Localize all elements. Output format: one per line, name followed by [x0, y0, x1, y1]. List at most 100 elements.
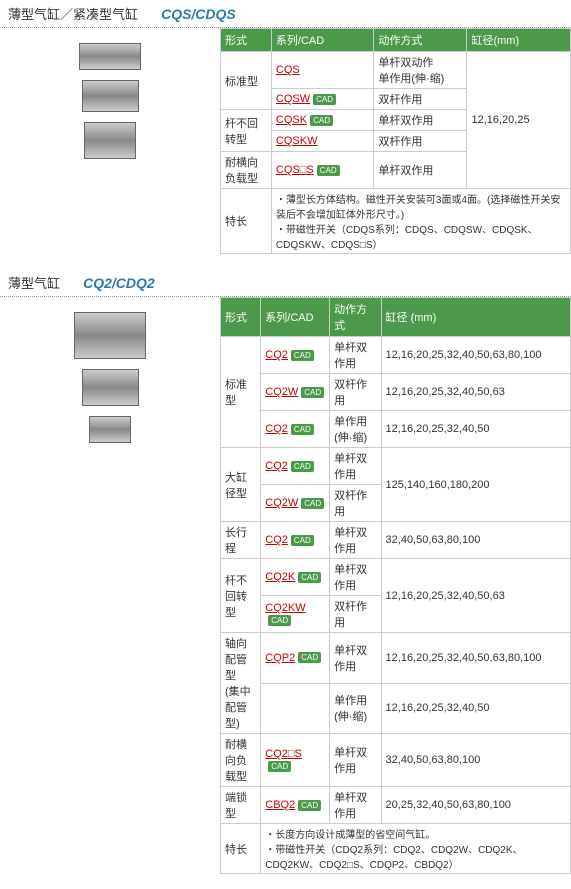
section-cqs: 薄型气缸／紧凑型气缸 CQS/CDQS 形式 系列/CAD 动作方式 缸径(mm… — [0, 0, 571, 254]
cell-action: 单杆双作用 — [330, 633, 381, 684]
cell-form: 大缸径型 — [221, 448, 261, 522]
cell-action: 双杆作用 — [374, 131, 467, 152]
title-en: CQS/CDQS — [161, 6, 236, 22]
cell-action: 双杆作用 — [330, 374, 381, 411]
cell-action: 单杆双作用 — [330, 787, 381, 824]
cell-series: CQ2CAD — [261, 337, 330, 374]
spec-table-2: 形式 系列/CAD 动作方式 缸径 (mm) 标准型CQ2CAD单杆双作用12,… — [220, 297, 571, 874]
cell-action: 单杆双作用 — [330, 448, 381, 485]
cad-icon[interactable]: CAD — [268, 615, 291, 626]
title-row: 薄型气缸 CQ2/CDQ2 — [0, 269, 571, 297]
cad-icon[interactable]: CAD — [298, 572, 321, 583]
cell-action: 单杆双作用 — [330, 337, 381, 374]
series-link[interactable]: CQ2KW — [265, 602, 305, 614]
cell-form: 轴向配管型 (集中配管型) — [221, 633, 261, 734]
cell-form: 耐横向负载型 — [221, 734, 261, 787]
title-row: 薄型气缸／紧凑型气缸 CQS/CDQS — [0, 0, 571, 28]
title-cn: 薄型气缸／紧凑型气缸 — [8, 7, 138, 22]
th-form: 形式 — [221, 29, 272, 52]
cell-series: CQ2KWCAD — [261, 596, 330, 633]
series-link[interactable]: CQSKW — [276, 135, 318, 147]
cell-form: 端锁型 — [221, 787, 261, 824]
cad-icon[interactable]: CAD — [291, 535, 314, 546]
cell-dia: 12,16,20,25,32,40,50,63 — [381, 374, 570, 411]
cell-dia: 12,16,20,25 — [467, 52, 571, 189]
cell-dia: 32,40,50,63,80,100 — [381, 522, 570, 559]
cell-series: CQ2CAD — [261, 522, 330, 559]
cad-icon[interactable]: CAD — [317, 165, 340, 176]
series-link[interactable]: CBQ2 — [265, 799, 295, 811]
cell-feature-label: 特长 — [221, 824, 261, 874]
th-dia: 缸径(mm) — [467, 29, 571, 52]
cell-series: CQS — [271, 52, 373, 89]
series-link[interactable]: CQSW — [276, 93, 310, 105]
cell-action: 双杆作用 — [374, 89, 467, 110]
cell-series: CBQ2CAD — [261, 787, 330, 824]
series-link[interactable]: CQ2W — [265, 386, 298, 398]
cell-form: 杆不回转型 — [221, 559, 261, 633]
th-form: 形式 — [221, 298, 261, 337]
th-dia: 缸径 (mm) — [381, 298, 570, 337]
series-link[interactable]: CQSK — [276, 114, 307, 126]
cad-icon[interactable]: CAD — [301, 387, 324, 398]
cell-dia: 32,40,50,63,80,100 — [381, 734, 570, 787]
series-link[interactable]: CQ2 — [265, 460, 288, 472]
series-link[interactable]: CQ2K — [265, 571, 295, 583]
cell-series: CQSKW — [271, 131, 373, 152]
cell-action: 单杆双作用 — [330, 559, 381, 596]
cell-dia: 12,16,20,25,32,40,50,63,80,100 — [381, 337, 570, 374]
cell-feature-label: 特长 — [221, 189, 272, 254]
cad-icon[interactable]: CAD — [268, 761, 291, 772]
cell-action: 单作用(伸·缩) — [330, 411, 381, 448]
cell-series: CQP2CAD — [261, 633, 330, 684]
th-action: 动作方式 — [330, 298, 381, 337]
cell-action: 单杆双作用 — [330, 734, 381, 787]
cell-action: 单杆双作用 — [330, 522, 381, 559]
cell-dia: 12,16,20,25,32,40,50,63 — [381, 559, 570, 633]
series-link[interactable]: CQP2 — [265, 652, 295, 664]
series-link[interactable]: CQ2 — [265, 349, 288, 361]
series-link[interactable]: CQS — [276, 64, 300, 76]
series-link[interactable]: CQ2□S — [265, 748, 302, 760]
cell-series: CQS□SCAD — [271, 152, 373, 189]
product-image — [0, 28, 220, 254]
cad-icon[interactable]: CAD — [298, 652, 321, 663]
cad-icon[interactable]: CAD — [310, 115, 333, 126]
cad-icon[interactable]: CAD — [301, 498, 324, 509]
product-image — [0, 297, 220, 874]
cell-dia: 12,16,20,25,32,40,50 — [381, 683, 570, 734]
cell-features: ・长度方向设计成薄型的省空间气缸。 ・带磁性开关（CDQ2系列：CDQ2、CDQ… — [261, 824, 571, 874]
cad-icon[interactable]: CAD — [313, 94, 336, 105]
cad-icon[interactable]: CAD — [291, 424, 314, 435]
cell-dia: 125,140,160,180,200 — [381, 448, 570, 522]
spec-table-1: 形式 系列/CAD 动作方式 缸径(mm) 标准型 CQS 单杆双动作 单作用(… — [220, 28, 571, 254]
cell-series: CQ2CAD — [261, 448, 330, 485]
cell-action: 双杆作用 — [330, 485, 381, 522]
title-en: CQ2/CDQ2 — [83, 275, 155, 291]
cell-action: 单杆双动作 单作用(伸·缩) — [374, 52, 467, 89]
cell-action: 双杆作用 — [330, 596, 381, 633]
cell-form: 杆不回转型 — [221, 110, 272, 152]
series-link[interactable]: CQ2W — [265, 497, 298, 509]
cell-form: 耐横向负载型 — [221, 152, 272, 189]
cell-dia: 20,25,32,40,50,63,80,100 — [381, 787, 570, 824]
series-link[interactable]: CQ2 — [265, 534, 288, 546]
cad-icon[interactable]: CAD — [291, 461, 314, 472]
cell-series: CQ2CAD — [261, 411, 330, 448]
cell-series: CQ2WCAD — [261, 374, 330, 411]
series-link[interactable]: CQ2 — [265, 423, 288, 435]
th-action: 动作方式 — [374, 29, 467, 52]
cell-dia: 12,16,20,25,32,40,50,63,80,100 — [381, 633, 570, 684]
cell-form: 标准型 — [221, 52, 272, 110]
th-series: 系列/CAD — [271, 29, 373, 52]
cell-action: 单杆双作用 — [374, 152, 467, 189]
cell-series: CQ2KCAD — [261, 559, 330, 596]
series-link[interactable]: CQS□S — [276, 164, 314, 176]
cad-icon[interactable]: CAD — [291, 350, 314, 361]
cell-series: CQSWCAD — [271, 89, 373, 110]
th-series: 系列/CAD — [261, 298, 330, 337]
cell-features: ・薄型长方体结构。磁性开关安装可3面或4面。(选择磁性开关安装后不会增加缸体外形… — [271, 189, 570, 254]
cell-action: 单作用(伸·缩) — [330, 683, 381, 734]
cad-icon[interactable]: CAD — [298, 800, 321, 811]
cell-action: 单杆双作用 — [374, 110, 467, 131]
